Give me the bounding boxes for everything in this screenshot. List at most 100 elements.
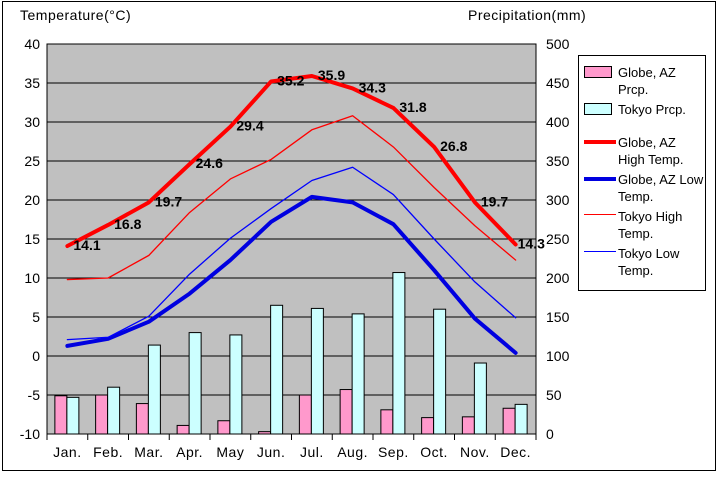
tokyo-prcp-bar — [310, 307, 324, 435]
legend-item-tokyo-prcp: Tokyo Prcp. — [584, 101, 703, 118]
globe-az-high-temp-data-label: 19.7 — [481, 193, 508, 209]
globe-az-low-temp-line — [65, 194, 518, 355]
legend: Globe, AZ Prcp. Tokyo Prcp. Globe, AZ High T… — [578, 55, 706, 291]
globe-az-prcp-bar — [95, 394, 109, 435]
precip-axis-tick-label: 0 — [546, 426, 554, 442]
tokyo-prcp-bar — [107, 386, 121, 435]
legend-item-globe-az-prcp: Globe, AZ Prcp. — [584, 64, 703, 98]
month-label: Mar. — [134, 444, 163, 460]
temperature-axis-title: Temperature(°C) — [20, 7, 132, 23]
month-label: Nov. — [460, 444, 490, 460]
globe-az-prcp-bar — [217, 420, 231, 435]
temp-axis-tick-label: -10 — [20, 426, 40, 442]
tokyo-prcp-bar — [270, 304, 284, 435]
month-label: Jun. — [257, 444, 285, 460]
temp-axis-tick-label: 25 — [24, 153, 40, 169]
globe-az-low-temp-line-icon — [584, 177, 616, 181]
globe-az-high-temp-data-label: 35.2 — [277, 72, 304, 88]
globe-az-prcp-bar — [421, 417, 435, 435]
globe-az-high-temp-data-label: 26.8 — [440, 138, 467, 154]
tokyo-prcp-bar — [188, 332, 202, 435]
globe-az-high-temp-data-label: 16.8 — [114, 216, 141, 232]
precip-axis-tick-label: 100 — [546, 348, 570, 364]
tokyo-low-temp-line-icon — [584, 251, 616, 252]
month-label: Jan. — [53, 444, 81, 460]
precipitation-axis-title: Precipitation(mm) — [468, 7, 587, 23]
tokyo-prcp-bar — [514, 403, 528, 435]
globe-az-prcp-bar — [176, 424, 190, 435]
globe-az-high-temp-data-label: 35.9 — [318, 67, 345, 83]
globe-az-prcp-swatch-icon — [584, 66, 612, 78]
legend-item-globe-az-low-temp: Globe, AZ Low Temp. — [584, 171, 703, 205]
legend-swatch-tokyo-prcp — [584, 101, 618, 115]
tokyo-prcp-swatch-icon — [584, 103, 612, 115]
legend-label-tokyo-prcp: Tokyo Prcp. — [618, 102, 686, 117]
globe-az-prcp-bar — [380, 409, 394, 435]
temp-axis-tick-label: 15 — [24, 231, 40, 247]
legend-item-tokyo-high-temp: Tokyo High Temp. — [584, 208, 703, 242]
legend-swatch-tokyo-high-temp — [584, 208, 618, 215]
globe-az-high-temp-line-icon — [584, 140, 616, 144]
temp-axis-tick-label: 35 — [24, 75, 40, 91]
precip-axis-tick-label: 50 — [546, 387, 562, 403]
month-label: May — [216, 444, 244, 460]
chart-outer-border — [2, 1, 716, 471]
globe-az-high-temp-data-label: 34.3 — [359, 79, 386, 95]
month-label: Sep. — [378, 444, 409, 460]
precip-axis-tick-label: 400 — [546, 114, 570, 130]
globe-az-prcp-bar — [502, 407, 516, 435]
legend-swatch-tokyo-low-temp — [584, 245, 618, 252]
precip-axis-tick-label: 350 — [546, 153, 570, 169]
globe-az-high-temp-data-label: 29.4 — [236, 118, 263, 134]
tokyo-prcp-bar — [229, 334, 243, 435]
legend-label-globe-az-prcp: Globe, AZ Prcp. — [618, 65, 676, 97]
temp-axis-tick-label: 0 — [32, 348, 40, 364]
month-label: Jul. — [300, 444, 324, 460]
month-label: Oct. — [420, 444, 448, 460]
month-label: Aug. — [337, 444, 368, 460]
month-label: Apr. — [176, 444, 203, 460]
precip-axis-tick-label: 150 — [546, 309, 570, 325]
globe-az-prcp-bar — [135, 403, 149, 435]
precip-axis-tick-label: 450 — [546, 75, 570, 91]
precip-axis-tick-label: 200 — [546, 270, 570, 286]
tokyo-low-temp-line — [66, 166, 517, 341]
globe-az-prcp-bar — [339, 389, 353, 435]
tokyo-prcp-bar — [147, 344, 161, 435]
legend-swatch-globe-az-prcp — [584, 64, 618, 78]
precip-axis-tick-label: 500 — [546, 36, 570, 52]
tokyo-prcp-bar — [392, 272, 406, 435]
temp-axis-tick-label: 10 — [24, 270, 40, 286]
temp-axis-tick-label: 30 — [24, 114, 40, 130]
globe-az-prcp-bar — [54, 395, 68, 435]
precip-axis-tick-label: 300 — [546, 192, 570, 208]
temp-axis-tick-label: 20 — [24, 192, 40, 208]
temp-axis-tick-label: 5 — [32, 309, 40, 325]
globe-az-high-temp-data-label: 24.6 — [196, 155, 223, 171]
globe-az-high-temp-data-label: 14.1 — [73, 237, 100, 253]
legend-label-globe-az-low-temp: Globe, AZ Low Temp. — [618, 172, 704, 204]
legend-item-globe-az-high-temp: Globe, AZ High Temp. — [584, 134, 703, 168]
globe-az-high-temp-line — [65, 73, 518, 249]
temp-axis-tick-label: -5 — [28, 387, 41, 403]
tokyo-prcp-bar — [473, 362, 487, 435]
temp-axis-tick-label: 40 — [24, 36, 40, 52]
tokyo-high-temp-line-icon — [584, 214, 616, 215]
globe-az-high-temp-data-label: 19.7 — [155, 193, 182, 209]
globe-az-prcp-bar — [298, 394, 312, 435]
legend-label-tokyo-high-temp: Tokyo High Temp. — [618, 209, 683, 241]
globe-az-high-temp-data-label: 31.8 — [399, 99, 426, 115]
legend-label-globe-az-high-temp: Globe, AZ High Temp. — [618, 135, 684, 167]
globe-az-prcp-bar — [461, 416, 475, 435]
legend-item-tokyo-low-temp: Tokyo Low Temp. — [584, 245, 703, 279]
precip-axis-tick-label: 250 — [546, 231, 570, 247]
tokyo-high-temp-line — [66, 115, 517, 281]
month-label: Feb. — [93, 444, 123, 460]
globe-az-high-temp-data-label: 14.3 — [518, 235, 545, 251]
legend-swatch-globe-az-high-temp — [584, 134, 618, 144]
tokyo-prcp-bar — [433, 308, 447, 435]
month-label: Dec. — [500, 444, 531, 460]
legend-label-tokyo-low-temp: Tokyo Low Temp. — [618, 246, 680, 278]
